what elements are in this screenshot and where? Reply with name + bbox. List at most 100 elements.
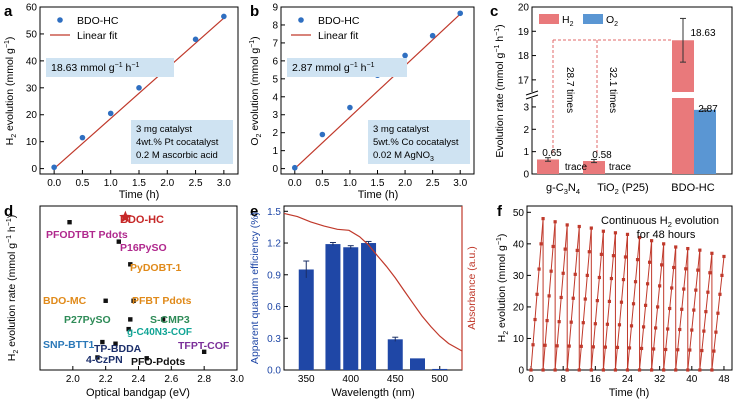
cycle-point-14 [690, 328, 694, 332]
cycle-point-7 [601, 368, 605, 372]
condition-b-2: 5wt.% Co cocatalyst [373, 137, 459, 148]
y-tick-label-f: 30 [513, 271, 525, 282]
cycle-point-5 [579, 344, 583, 348]
marker-p16pyso [116, 239, 121, 244]
cycle-point-7 [609, 276, 614, 281]
cycle-point-8 [617, 323, 622, 327]
x-axis-label-f: Time (h) [609, 387, 650, 399]
aqe-bar-400 [343, 247, 359, 370]
panel-letter-d: d [4, 203, 13, 220]
aqe-bar-475 [410, 358, 425, 370]
x-tick-label-e: 350 [298, 374, 315, 385]
cycle-point-2 [543, 343, 547, 347]
y-tick-label-a: 10 [26, 137, 38, 148]
x-tick-label-f: 48 [718, 374, 730, 385]
linear-fit-line-a [53, 17, 225, 170]
cycle-point-10 [637, 368, 642, 372]
cycle-point-14 [694, 288, 698, 292]
marker-pfo-pdots [144, 356, 149, 361]
cycle-point-6 [589, 368, 593, 372]
cycle-point-13 [684, 267, 688, 271]
x-tick-label-a: 2.5 [189, 178, 203, 189]
ticks-d: 2.0 2.2 2.4 2.6 2.8 3.0 [66, 366, 244, 385]
legend-label-points-b: BDO-HC [318, 15, 360, 27]
cycle-point-8 [621, 277, 626, 282]
value-label-gc3n4: 0.65 [542, 148, 562, 159]
cycle-point-15 [710, 251, 714, 255]
cycle-point-14 [688, 348, 692, 352]
cycle-point-2 [547, 294, 551, 298]
cycle-point-16 [718, 292, 722, 296]
panel-letter-a: a [4, 3, 13, 20]
cycle-point-6 [593, 322, 597, 326]
y-tick-label-a: 30 [26, 83, 38, 94]
cycle-point-15 [706, 290, 710, 294]
cycle-point-4 [571, 296, 575, 300]
x-tick-label-d: 2.4 [132, 374, 146, 385]
x-axis-label-d: Optical bandgap (eV) [86, 387, 190, 399]
legend-marker-h2 [539, 14, 559, 24]
cycle-point-15 [704, 310, 708, 314]
cycle-point-2 [549, 269, 553, 273]
cycle-point-10 [647, 260, 652, 264]
cycle-point-13 [682, 287, 686, 291]
cycle-point-4 [567, 344, 571, 348]
y-tick-label-a: 20 [26, 110, 38, 121]
value-label-bdohc-o2: 2.87 [698, 104, 718, 115]
cycle-point-4 [575, 248, 579, 253]
cycle-point-5 [583, 297, 587, 301]
ticks-f: 0 8 16 24 32 40 48 0 10 20 30 40 50 [513, 208, 730, 385]
aqe-bar-500 [432, 368, 448, 370]
cycle-point-1 [539, 242, 543, 246]
cycle-point-5 [587, 250, 591, 254]
y-tick-label-b: 8 [272, 20, 278, 31]
y-tick-label-c: 2 [523, 125, 529, 136]
cycle-point-8 [613, 368, 618, 372]
data-point-b [291, 164, 298, 171]
value-label-bdohc-h2: 18.63 [690, 28, 715, 39]
panel-letter-e: e [250, 203, 258, 220]
absorbance-curve [283, 212, 463, 352]
panel-letter-f: f [497, 203, 503, 220]
y-axis-label-a: H2 evolution (mmol g−1) [4, 37, 18, 146]
y-tick-label-c: 19 [518, 27, 530, 38]
cycle-point-9 [633, 280, 638, 284]
y-tick-label-b: 3 [272, 110, 278, 121]
cycle-point-7 [613, 231, 618, 235]
x-axis-label-e: Wavelength (nm) [331, 387, 414, 399]
y-tick-label-a: 0 [31, 164, 37, 175]
y-tick-label-c: 0 [523, 170, 529, 181]
axes-frame-f [526, 205, 733, 371]
cycle-point-13 [674, 368, 678, 372]
y-tick-label-e: 0.9 [267, 270, 281, 281]
x-tick-label-e: 400 [342, 374, 359, 385]
y-tick-label-e: 1.5 [267, 207, 281, 218]
axis-break-mark-1 [525, 90, 539, 96]
data-points-b [291, 10, 464, 171]
cycle-point-16 [716, 311, 720, 315]
x-tick-label-f: 40 [686, 374, 698, 385]
x-tick-label-b: 2.0 [398, 178, 412, 189]
marker-tp-bdda [113, 341, 118, 346]
data-point-a [221, 13, 227, 20]
cycle-point-11 [660, 263, 664, 267]
panel-d: d 2.0 2.2 2.4 2.6 2.8 3.0 BDO-HC PFODTBT Pdot… [4, 203, 244, 399]
marker-tfpt-cof [201, 349, 207, 354]
ticks-b: 0.0 0.5 1.0 1.5 2.0 2.5 3.0 0 1 2 3 4 5 6 7 8 9 [272, 3, 467, 190]
cycle-point-16 [720, 273, 724, 277]
cycle-point-12 [672, 265, 676, 270]
cycle-point-13 [676, 348, 680, 352]
cycle-point-13 [678, 327, 682, 332]
ticks-e: 350 400 450 500 0.0 0.3 0.6 0.9 1.2 1.5 [267, 207, 448, 385]
condition-b-3: 0.02 M AgNO3 [373, 150, 434, 163]
y-tick-label-e: 0.3 [267, 334, 281, 345]
cycle-point-5 [581, 321, 585, 325]
cycle-point-3 [565, 223, 569, 227]
cycle-point-5 [585, 273, 589, 277]
legend-marker-o2 [583, 14, 603, 24]
x-tick-label-a: 2.0 [160, 178, 174, 189]
cycle-point-10 [639, 346, 644, 351]
linear-fit-line-b [294, 13, 461, 170]
cycle-point-12 [662, 368, 666, 372]
x-axis-label-b: Time (h) [358, 189, 399, 201]
